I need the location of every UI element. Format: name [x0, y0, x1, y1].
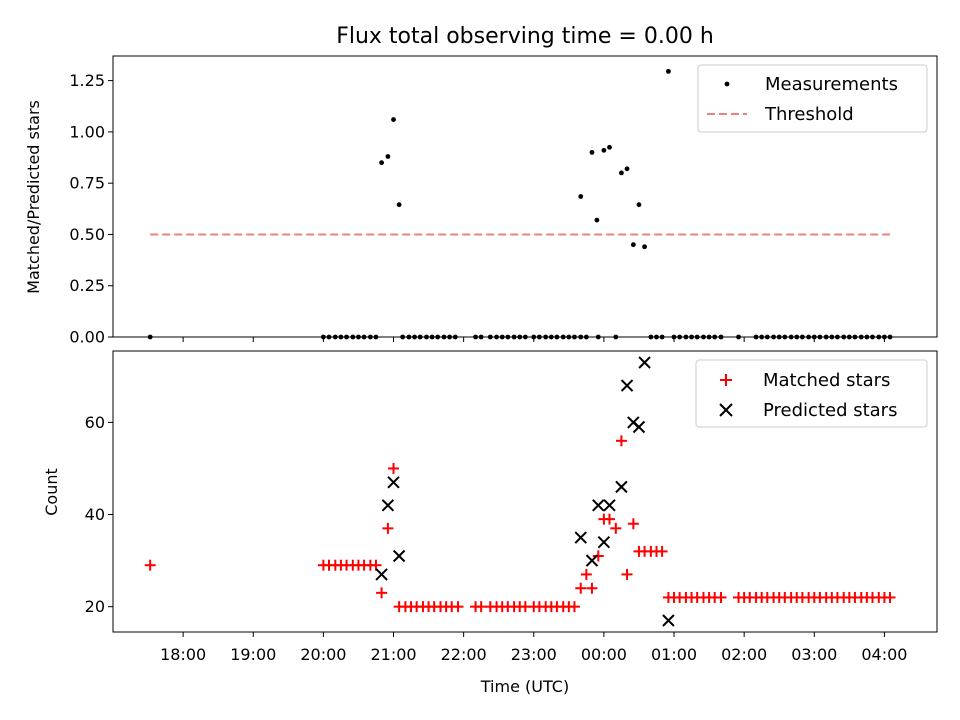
x-axis-label: Time (UTC) — [480, 677, 569, 696]
legend-label-matched: Matched stars — [763, 370, 890, 391]
series-predicted-stars — [375, 356, 675, 627]
top-y-tick-label: 0.75 — [69, 174, 105, 193]
predicted-point — [597, 535, 611, 549]
predicted-point — [638, 356, 651, 369]
legend-label-measurements: Measurements — [765, 74, 898, 95]
predicted-point — [603, 499, 616, 512]
matched-point — [615, 435, 627, 447]
top-y-axis-label: Matched/Predicted stars — [24, 100, 43, 294]
matched-point — [382, 522, 394, 534]
matched-point — [452, 601, 464, 613]
measurement-point — [619, 170, 624, 176]
matched-point — [715, 591, 727, 603]
predicted-point — [585, 554, 599, 567]
measurement-point — [379, 160, 384, 166]
top-y-tick-label: 0.50 — [69, 225, 105, 244]
matched-point — [627, 518, 639, 530]
matched-point — [370, 559, 382, 571]
x-tick-label: 02:00 — [721, 645, 767, 664]
measurement-point — [589, 150, 595, 155]
measurement-point — [607, 144, 612, 150]
matched-point — [621, 568, 633, 580]
measurement-point — [636, 202, 642, 208]
predicted-point — [615, 480, 628, 494]
predicted-point — [387, 476, 400, 489]
bottom-y-tick-label: 40 — [85, 505, 105, 524]
bottom-y-tick-label: 60 — [85, 413, 105, 432]
top-y-tick-label: 1.25 — [69, 71, 105, 90]
x-tick-label: 23:00 — [511, 645, 557, 664]
measurement-point — [666, 68, 671, 74]
matched-point — [884, 591, 896, 603]
x-tick-label: 03:00 — [791, 645, 837, 664]
measurement-point — [624, 166, 630, 172]
legend-label-threshold: Threshold — [764, 104, 854, 125]
bottom-plot-frame — [112, 350, 938, 633]
matched-point — [388, 462, 400, 474]
predicted-point — [381, 499, 395, 512]
matched-point — [604, 513, 616, 525]
matched-point — [144, 559, 156, 571]
measurement-point — [396, 202, 402, 208]
top-y-tick-label: 1.00 — [69, 122, 105, 141]
chart-title: Flux total observing time = 0.00 h — [336, 24, 714, 49]
predicted-point — [662, 614, 675, 627]
bottom-y-axis-label: Count — [42, 468, 61, 516]
x-tick-label: 00:00 — [581, 645, 627, 664]
top-panel: Flux total observing time = 0.00 h 0.00 0… — [24, 24, 938, 347]
x-tick-label: 20:00 — [300, 645, 346, 664]
matched-point — [575, 582, 587, 594]
matched-point — [610, 522, 622, 534]
x-tick-label: 01:00 — [651, 645, 697, 664]
measurement-point — [578, 194, 584, 199]
predicted-point — [574, 531, 587, 544]
series-matched-stars — [144, 435, 896, 613]
matched-point — [580, 568, 592, 580]
measurement-point — [630, 242, 636, 248]
x-tick-label: 21:00 — [370, 645, 416, 664]
bottom-panel: 20 40 60 18:00 19:00 20:00 21:00 22:00 23:00 00:… — [42, 350, 938, 696]
predicted-point — [632, 420, 646, 434]
legend-marker-predicted — [719, 403, 733, 417]
predicted-point — [392, 549, 406, 563]
top-plot-frame — [112, 55, 938, 338]
top-y-tick-label: 0.00 — [69, 328, 105, 347]
predicted-point — [592, 499, 605, 512]
measurement-point — [594, 217, 600, 223]
x-tick-label: 22:00 — [441, 645, 487, 664]
predicted-point — [375, 568, 388, 581]
legend-marker-measurements — [724, 81, 730, 87]
bottom-legend: Matched stars Predicted stars — [695, 359, 928, 428]
matched-point — [656, 545, 668, 557]
top-y-tick-label: 0.25 — [69, 276, 105, 295]
x-tick-label: 18:00 — [160, 645, 206, 664]
matched-point — [376, 587, 388, 599]
x-tick-label: 19:00 — [230, 645, 276, 664]
matched-point — [568, 601, 580, 613]
measurement-point — [385, 154, 391, 159]
x-tick-label: 04:00 — [861, 645, 907, 664]
measurement-point — [601, 147, 607, 153]
matched-point — [586, 582, 598, 594]
top-legend: Measurements Threshold — [697, 64, 928, 133]
bottom-y-tick-label: 20 — [85, 597, 105, 616]
measurement-point — [391, 117, 396, 122]
legend-label-predicted: Predicted stars — [763, 400, 897, 421]
legend-marker-matched — [720, 374, 732, 386]
matched-point — [592, 550, 604, 562]
measurement-point — [642, 244, 647, 250]
predicted-point — [620, 379, 634, 392]
